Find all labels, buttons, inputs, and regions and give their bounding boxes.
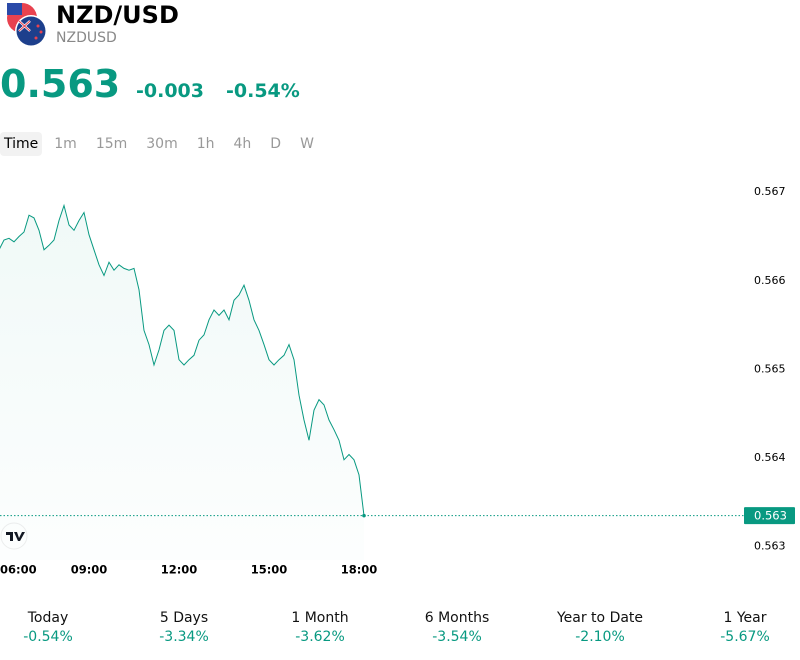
current-price-tag (744, 507, 795, 525)
period-label: 6 Months (424, 610, 490, 626)
x-tick-label: 18:00 (341, 563, 378, 577)
chart: 0.567 0.566 0.565 0.564 0.563 06:00 09:00 12:00… (0, 185, 795, 577)
y-tick-label: 0.563 (754, 540, 786, 553)
timeframe-button[interactable]: W (300, 136, 314, 152)
timeframe-button[interactable]: 15m (95, 136, 128, 152)
current-price-label: 0.563 (754, 509, 787, 523)
price-change-percent: -0.54% (226, 80, 300, 102)
period-label: 1 Month (291, 610, 349, 626)
flag-icons (7, 3, 47, 47)
price-change: -0.003 (136, 80, 204, 102)
performance-item[interactable]: 6 Months -3.54% (425, 610, 490, 645)
y-tick-label: 0.565 (754, 362, 786, 375)
x-tick-label: 09:00 (71, 563, 108, 577)
performance-item[interactable]: Year to Date -2.10% (557, 610, 643, 645)
period-change: -5.67% (720, 629, 770, 645)
x-tick-label: 12:00 (161, 563, 198, 577)
x-tick-label: 06:00 (0, 563, 37, 577)
performance-row: Today -0.54% 5 Days -3.34% 1 Month -3.62% 6 Mo… (0, 610, 800, 650)
period-label: Year to Date (556, 610, 644, 626)
performance-item[interactable]: 1 Month -3.62% (291, 610, 348, 645)
timeframe-button[interactable]: D (270, 136, 282, 152)
timeframe-button[interactable]: 1m (54, 136, 77, 152)
timeframe-bar: Time 1m 15m 30m 1h 4h D W (0, 132, 326, 156)
performance-item[interactable]: 5 Days -3.34% (159, 610, 209, 645)
y-tick-label: 0.564 (754, 451, 786, 464)
period-change: -2.10% (575, 629, 625, 645)
x-tick-label: 15:00 (251, 563, 288, 577)
period-change: -3.34% (159, 629, 209, 645)
price: 0.563 (0, 62, 121, 106)
performance-item[interactable]: 1 Year -5.67% (720, 610, 770, 645)
y-tick-label: 0.567 (754, 185, 786, 198)
period-change: -3.62% (295, 629, 345, 645)
y-tick-label: 0.566 (754, 274, 786, 287)
period-label: Today (27, 610, 69, 626)
area-fill (0, 205, 364, 560)
timeframe-button[interactable]: 4h (233, 136, 252, 152)
period-change: -0.54% (23, 629, 73, 645)
period-label: 5 Days (159, 610, 209, 626)
timeframe-button[interactable]: 30m (146, 136, 178, 152)
timeframe-button[interactable]: 1h (196, 136, 215, 152)
symbol: NZDUSD (56, 30, 117, 46)
price-line (0, 203, 365, 516)
period-label: 1 Year (723, 610, 767, 626)
title: NZD/USD (56, 1, 179, 29)
timeframe-button[interactable]: Time (0, 132, 43, 156)
performance-item[interactable]: Today -0.54% (23, 610, 73, 645)
period-change: -3.54% (432, 629, 482, 645)
